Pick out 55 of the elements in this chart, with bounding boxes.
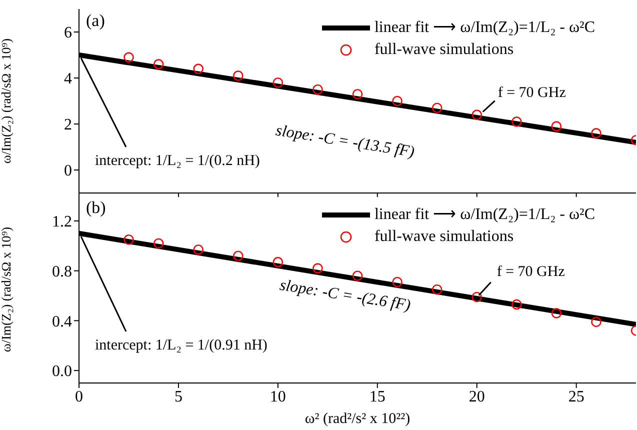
x-tick-label: 25 bbox=[568, 388, 584, 406]
x-tick-label: 20 bbox=[468, 388, 485, 406]
point bbox=[232, 250, 244, 261]
point bbox=[153, 59, 164, 70]
point bbox=[591, 128, 602, 138]
y-tick-label: 0.0 bbox=[52, 363, 72, 380]
point bbox=[392, 276, 402, 288]
chart-title: (a) bbox=[86, 11, 105, 31]
point bbox=[232, 70, 244, 81]
annotation: slope: -C = -(13.5 fF) bbox=[274, 122, 416, 162]
y-axis-title: ω/Im(Z₂) (rad/sΩ x 10⁹) bbox=[0, 38, 14, 164]
point bbox=[472, 110, 482, 120]
legend-label: full-wave simulations bbox=[374, 227, 514, 247]
annotation: f = 70 GHz bbox=[498, 84, 566, 101]
y-tick-label: 0.4 bbox=[52, 313, 72, 330]
x-tick-label: 5 bbox=[174, 388, 182, 406]
point bbox=[392, 96, 402, 106]
point bbox=[432, 284, 442, 295]
legend-label: linear fit ⟶ ω/Im(Z₂)=1/L₂ - ω²C bbox=[374, 205, 595, 225]
annotation: slope: -C = -(2.6 fF) bbox=[278, 276, 412, 316]
annotation: intercept: 1/L₂ = 1/(0.2 nH) bbox=[95, 153, 260, 169]
y-tick-label: 0.8 bbox=[52, 263, 72, 280]
point bbox=[352, 270, 363, 281]
point bbox=[432, 102, 442, 114]
point bbox=[153, 238, 164, 249]
y-tick-label: 2 bbox=[64, 116, 72, 134]
x-tick-label: 15 bbox=[369, 388, 386, 406]
x-tick-label: 10 bbox=[270, 388, 286, 406]
point bbox=[352, 88, 363, 100]
point bbox=[193, 64, 204, 74]
point bbox=[193, 244, 204, 255]
y-tick-label: 6 bbox=[64, 24, 72, 42]
y-tick-label: 4 bbox=[64, 70, 72, 88]
point bbox=[124, 52, 134, 62]
y-tick-label: 0 bbox=[64, 162, 72, 180]
y-axis-title: ω/Im(Z₂) (rad/sΩ x 10⁹) bbox=[0, 226, 14, 352]
x-axis-title: ω² (rad²/s² x 10²²) bbox=[304, 411, 410, 427]
legend-label: full-wave simulations bbox=[374, 40, 514, 60]
legend-label: linear fit ⟶ ω/Im(Z₂)=1/L₂ - ω²C bbox=[374, 18, 595, 38]
point bbox=[511, 299, 522, 310]
point bbox=[551, 121, 562, 132]
y-tick-label: 1.2 bbox=[52, 214, 72, 231]
point bbox=[312, 263, 323, 274]
chart-title: (b) bbox=[86, 198, 106, 218]
point bbox=[124, 234, 134, 245]
point bbox=[591, 316, 602, 328]
point bbox=[551, 308, 562, 318]
point bbox=[472, 292, 482, 302]
annotation: f = 70 GHz bbox=[496, 264, 566, 280]
x-tick-label: 0 bbox=[75, 388, 83, 406]
point bbox=[272, 256, 284, 268]
point bbox=[272, 77, 284, 88]
point bbox=[312, 84, 323, 95]
annotation: intercept: 1/L₂ = 1/(0.91 nH) bbox=[95, 337, 268, 354]
point bbox=[511, 116, 522, 127]
